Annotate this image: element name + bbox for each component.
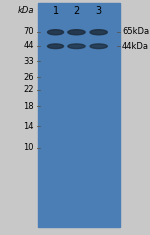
Ellipse shape (68, 44, 85, 49)
Text: 10: 10 (23, 143, 34, 152)
Text: 14: 14 (23, 122, 34, 131)
Text: 70: 70 (23, 27, 34, 36)
Text: kDa: kDa (17, 6, 34, 15)
Ellipse shape (68, 30, 85, 35)
Bar (38, 3, 120, 227)
Ellipse shape (48, 30, 64, 35)
Text: 26: 26 (23, 73, 34, 82)
Ellipse shape (90, 30, 107, 35)
Text: 44kDa: 44kDa (122, 42, 149, 51)
Ellipse shape (48, 44, 64, 49)
Text: 65kDa: 65kDa (122, 27, 149, 36)
Ellipse shape (90, 44, 107, 49)
Text: 33: 33 (23, 57, 34, 66)
Text: 22: 22 (23, 86, 34, 94)
Text: 3: 3 (96, 6, 102, 16)
Text: 1: 1 (52, 6, 59, 16)
Text: 18: 18 (23, 102, 34, 111)
Text: 44: 44 (23, 41, 34, 50)
Text: 2: 2 (73, 6, 80, 16)
